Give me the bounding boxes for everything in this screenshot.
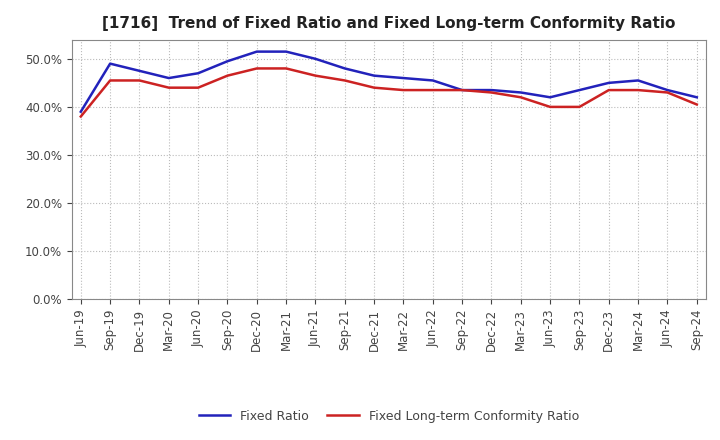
Fixed Long-term Conformity Ratio bbox=[693, 102, 701, 107]
Fixed Long-term Conformity Ratio bbox=[458, 88, 467, 93]
Fixed Long-term Conformity Ratio bbox=[605, 88, 613, 93]
Fixed Ratio bbox=[282, 49, 290, 54]
Fixed Long-term Conformity Ratio bbox=[223, 73, 232, 78]
Fixed Ratio bbox=[428, 78, 437, 83]
Fixed Ratio bbox=[164, 75, 173, 81]
Fixed Ratio bbox=[634, 78, 642, 83]
Line: Fixed Ratio: Fixed Ratio bbox=[81, 51, 697, 112]
Line: Fixed Long-term Conformity Ratio: Fixed Long-term Conformity Ratio bbox=[81, 69, 697, 117]
Fixed Ratio bbox=[106, 61, 114, 66]
Fixed Long-term Conformity Ratio bbox=[76, 114, 85, 119]
Fixed Ratio bbox=[76, 109, 85, 114]
Fixed Long-term Conformity Ratio bbox=[634, 88, 642, 93]
Title: [1716]  Trend of Fixed Ratio and Fixed Long-term Conformity Ratio: [1716] Trend of Fixed Ratio and Fixed Lo… bbox=[102, 16, 675, 32]
Fixed Long-term Conformity Ratio bbox=[253, 66, 261, 71]
Fixed Ratio bbox=[575, 88, 584, 93]
Fixed Ratio bbox=[458, 88, 467, 93]
Fixed Long-term Conformity Ratio bbox=[135, 78, 144, 83]
Fixed Long-term Conformity Ratio bbox=[282, 66, 290, 71]
Fixed Ratio bbox=[253, 49, 261, 54]
Fixed Ratio bbox=[516, 90, 525, 95]
Fixed Ratio bbox=[663, 88, 672, 93]
Fixed Long-term Conformity Ratio bbox=[399, 88, 408, 93]
Fixed Ratio bbox=[399, 75, 408, 81]
Fixed Ratio bbox=[223, 59, 232, 64]
Fixed Ratio bbox=[311, 56, 320, 62]
Fixed Ratio bbox=[135, 68, 144, 73]
Fixed Long-term Conformity Ratio bbox=[575, 104, 584, 110]
Fixed Long-term Conformity Ratio bbox=[341, 78, 349, 83]
Fixed Long-term Conformity Ratio bbox=[428, 88, 437, 93]
Fixed Ratio bbox=[370, 73, 379, 78]
Fixed Ratio bbox=[194, 70, 202, 76]
Fixed Long-term Conformity Ratio bbox=[164, 85, 173, 90]
Fixed Long-term Conformity Ratio bbox=[546, 104, 554, 110]
Legend: Fixed Ratio, Fixed Long-term Conformity Ratio: Fixed Ratio, Fixed Long-term Conformity … bbox=[194, 405, 584, 428]
Fixed Ratio bbox=[341, 66, 349, 71]
Fixed Long-term Conformity Ratio bbox=[194, 85, 202, 90]
Fixed Long-term Conformity Ratio bbox=[516, 95, 525, 100]
Fixed Ratio bbox=[546, 95, 554, 100]
Fixed Long-term Conformity Ratio bbox=[311, 73, 320, 78]
Fixed Long-term Conformity Ratio bbox=[663, 90, 672, 95]
Fixed Long-term Conformity Ratio bbox=[487, 90, 496, 95]
Fixed Ratio bbox=[487, 88, 496, 93]
Fixed Ratio bbox=[605, 80, 613, 85]
Fixed Long-term Conformity Ratio bbox=[106, 78, 114, 83]
Fixed Long-term Conformity Ratio bbox=[370, 85, 379, 90]
Fixed Ratio bbox=[693, 95, 701, 100]
